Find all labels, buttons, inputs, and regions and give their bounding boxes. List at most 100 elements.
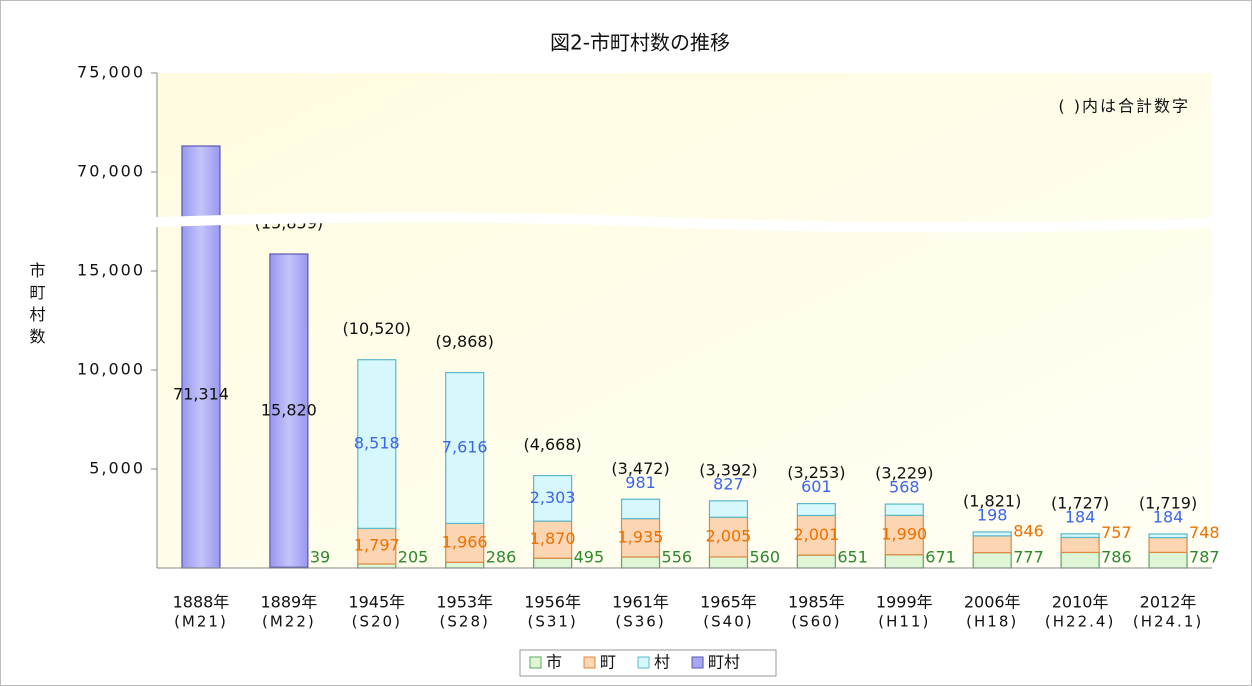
bar-segment — [1060, 533, 1100, 539]
x-tick-sublabel: (H22.4) — [1045, 613, 1115, 631]
y-tick-label: 15,000 — [77, 261, 145, 280]
data-label: 827 — [713, 474, 744, 493]
legend-label: 市 — [546, 653, 562, 672]
x-tick-sublabel: (M22) — [262, 613, 316, 631]
x-tick-sublabel: (S40) — [703, 613, 753, 631]
bar-segment — [445, 372, 485, 525]
total-label: (1,727) — [1051, 493, 1109, 512]
legend-swatch — [691, 656, 704, 669]
plot-area — [157, 73, 1212, 568]
legend-label: 村 — [654, 653, 670, 672]
x-tick-label: 1985年 — [788, 593, 845, 612]
data-label: 786 — [1101, 548, 1132, 567]
data-label: 1,990 — [881, 525, 927, 544]
bar-segment — [1148, 551, 1188, 569]
x-tick-sublabel: (H18) — [966, 613, 1018, 631]
bar-segment — [620, 556, 661, 569]
x-tick-sublabel: (H11) — [878, 613, 930, 631]
bar-segment — [1148, 537, 1188, 554]
x-tick-sublabel: (M21) — [174, 613, 228, 631]
data-label: 560 — [749, 548, 780, 567]
y-axis-label: 市町村数 — [27, 262, 46, 350]
x-tick-label: 2012年 — [1140, 593, 1197, 612]
bar-segment — [1060, 536, 1100, 554]
x-tick-label: 1999年 — [876, 593, 933, 612]
data-label: 651 — [837, 548, 868, 567]
data-label: 71,314 — [173, 384, 229, 403]
data-label: 15,820 — [261, 400, 317, 419]
x-tick-label: 2010年 — [1052, 593, 1109, 612]
y-tick-label: 70,000 — [77, 162, 145, 181]
bar-segment — [533, 520, 573, 559]
data-label: 1,797 — [354, 536, 400, 555]
x-tick-sublabel: (H24.1) — [1133, 613, 1203, 631]
total-label: (9,868) — [436, 332, 494, 351]
axis-break — [145, 212, 1217, 233]
data-label: 2,303 — [530, 488, 576, 507]
x-tick-label: 1945年 — [348, 593, 405, 612]
total-label: (3,253) — [787, 463, 845, 482]
bar-segment — [796, 514, 836, 556]
bar-segment — [1060, 551, 1100, 569]
bar-segment — [269, 253, 309, 568]
bar-segment — [884, 554, 924, 569]
data-label: 39 — [310, 548, 330, 567]
x-tick-sublabel: (S31) — [527, 613, 577, 631]
legend-label: 町 — [600, 653, 616, 672]
data-label: 846 — [1013, 521, 1044, 540]
bar-segment — [1148, 533, 1188, 539]
y-tick-label: 75,000 — [77, 63, 145, 82]
data-label: 671 — [925, 548, 956, 567]
bar-segment — [884, 514, 924, 556]
data-label: 568 — [889, 478, 920, 497]
x-tick-sublabel: (S60) — [791, 613, 841, 631]
bar-segment — [708, 500, 749, 518]
data-label: 601 — [801, 477, 832, 496]
data-label: 8,518 — [354, 434, 400, 453]
data-label: 286 — [486, 548, 517, 567]
data-label: 1,935 — [618, 527, 664, 546]
total-label: (3,229) — [875, 464, 933, 483]
x-tick-label: 1965年 — [700, 593, 757, 612]
bar-segment — [708, 556, 749, 569]
bar-segment — [445, 522, 485, 563]
x-tick-label: 2006年 — [964, 593, 1021, 612]
total-label: (3,392) — [699, 460, 757, 479]
total-label: (1,821) — [963, 491, 1021, 510]
x-tick-sublabel: (S28) — [440, 613, 490, 631]
data-label: 1,966 — [442, 532, 488, 551]
data-label: 205 — [398, 548, 429, 567]
bar-segment — [181, 145, 221, 569]
y-tick-label: 5,000 — [89, 459, 145, 478]
x-tick-label: 1953年 — [436, 593, 493, 612]
bar-segment — [533, 474, 573, 522]
bar-segment — [357, 527, 397, 565]
bar-segment — [972, 535, 1012, 554]
legend-swatch — [529, 656, 542, 669]
total-label: (10,520) — [343, 319, 411, 338]
total-label: (3,472) — [611, 459, 669, 478]
data-label: 787 — [1189, 548, 1220, 567]
data-label: 495 — [574, 548, 605, 567]
x-tick-sublabel: (S20) — [352, 613, 402, 631]
bar-segment — [357, 563, 397, 569]
bar-segment — [972, 552, 1012, 569]
data-label: 184 — [1153, 507, 1184, 526]
data-label: 981 — [625, 473, 656, 492]
legend-swatch — [583, 656, 596, 669]
bar-segment — [620, 498, 661, 520]
chart-title: 図2-市町村数の推移 — [550, 31, 730, 55]
data-label: 198 — [977, 505, 1008, 524]
data-label: 2,001 — [793, 525, 839, 544]
bar-segment — [796, 502, 836, 517]
bar-segment — [445, 561, 485, 569]
data-label: 2,005 — [706, 527, 752, 546]
bar-segment — [533, 557, 573, 569]
data-label: 7,616 — [442, 438, 488, 457]
total-label: (4,668) — [523, 435, 581, 454]
x-tick-label: 1961年 — [612, 593, 669, 612]
annotation: ( )内は合計数字 — [1058, 97, 1190, 116]
data-label: 1,870 — [530, 529, 576, 548]
legend-label: 町村 — [708, 653, 740, 672]
